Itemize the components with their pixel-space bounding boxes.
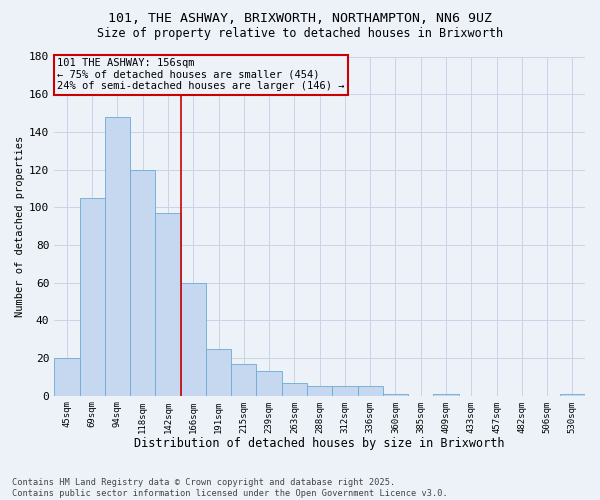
Bar: [181, 282, 206, 396]
Bar: [105, 117, 130, 396]
Bar: [358, 386, 383, 396]
Bar: [130, 170, 155, 396]
Bar: [383, 394, 408, 396]
Bar: [282, 382, 307, 396]
Bar: [206, 348, 231, 396]
Bar: [307, 386, 332, 396]
Text: 101, THE ASHWAY, BRIXWORTH, NORTHAMPTON, NN6 9UZ: 101, THE ASHWAY, BRIXWORTH, NORTHAMPTON,…: [108, 12, 492, 26]
Text: Size of property relative to detached houses in Brixworth: Size of property relative to detached ho…: [97, 28, 503, 40]
Bar: [54, 358, 80, 396]
Bar: [433, 394, 458, 396]
Bar: [256, 371, 282, 396]
Bar: [155, 213, 181, 396]
X-axis label: Distribution of detached houses by size in Brixworth: Distribution of detached houses by size …: [134, 437, 505, 450]
Bar: [560, 394, 585, 396]
Text: 101 THE ASHWAY: 156sqm
← 75% of detached houses are smaller (454)
24% of semi-de: 101 THE ASHWAY: 156sqm ← 75% of detached…: [57, 58, 344, 92]
Text: Contains HM Land Registry data © Crown copyright and database right 2025.
Contai: Contains HM Land Registry data © Crown c…: [12, 478, 448, 498]
Bar: [231, 364, 256, 396]
Bar: [332, 386, 358, 396]
Bar: [80, 198, 105, 396]
Y-axis label: Number of detached properties: Number of detached properties: [15, 136, 25, 316]
